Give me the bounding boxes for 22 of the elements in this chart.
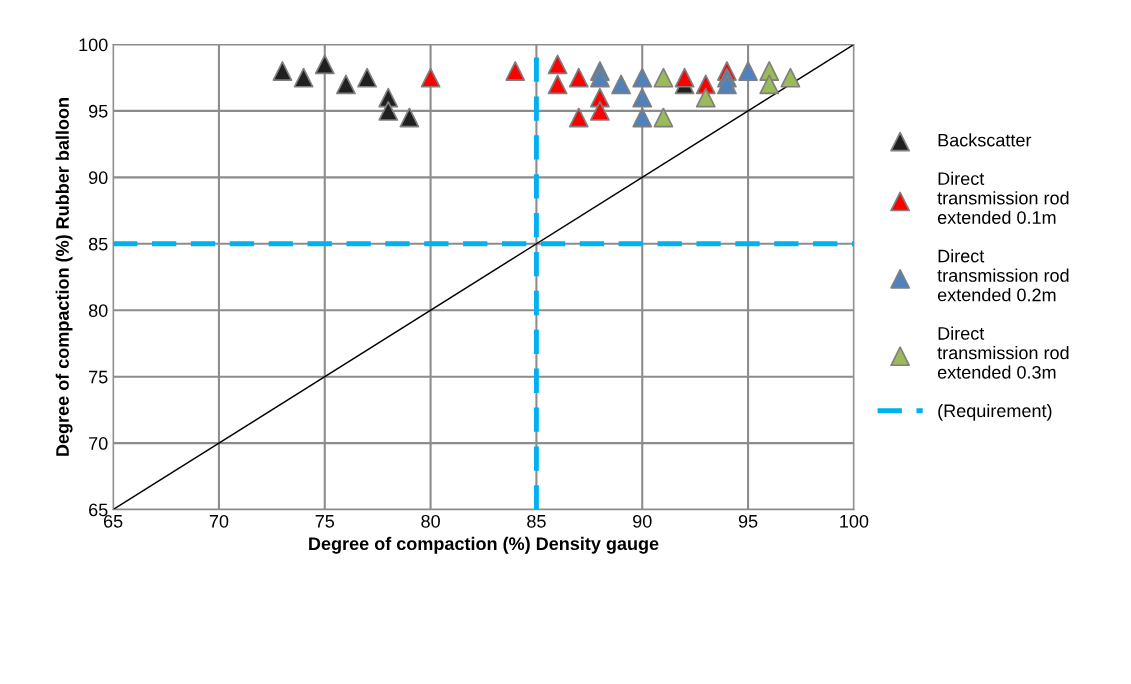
x-tick-label: 90 xyxy=(633,514,652,528)
x-tick-label: 95 xyxy=(738,514,758,528)
x-tick-label: 100 xyxy=(840,514,869,528)
x-axis-title: Degree of compaction (%) Density gauge xyxy=(309,536,659,554)
y-tick-label: 75 xyxy=(89,370,108,384)
x-tick-label: 85 xyxy=(527,514,546,528)
legend-label: Direct transmission rod extended 0.2m xyxy=(937,249,1069,302)
x-tick-label: 80 xyxy=(421,514,440,528)
legend-label: Backscatter xyxy=(938,133,1032,147)
y-tick-label: 85 xyxy=(88,237,108,251)
y-axis-title: Degree of compaction (%) Rubber balloon xyxy=(55,98,73,456)
x-tick-label: 70 xyxy=(209,514,229,528)
y-tick-label: 70 xyxy=(89,437,108,450)
legend-label: Direct transmission rod extended 0.3m xyxy=(937,326,1069,379)
legend-label: Direct transmission rod extended 0.1m xyxy=(937,171,1069,224)
x-tick-label: 75 xyxy=(315,515,335,528)
y-tick-label: 95 xyxy=(89,104,108,118)
y-tick-label: 90 xyxy=(89,171,108,185)
legend-label: (Requirement) xyxy=(938,403,1052,421)
y-tick-label: 80 xyxy=(88,304,108,317)
y-tick-label: 100 xyxy=(79,38,108,52)
y-tick-label: 65 xyxy=(89,503,108,517)
